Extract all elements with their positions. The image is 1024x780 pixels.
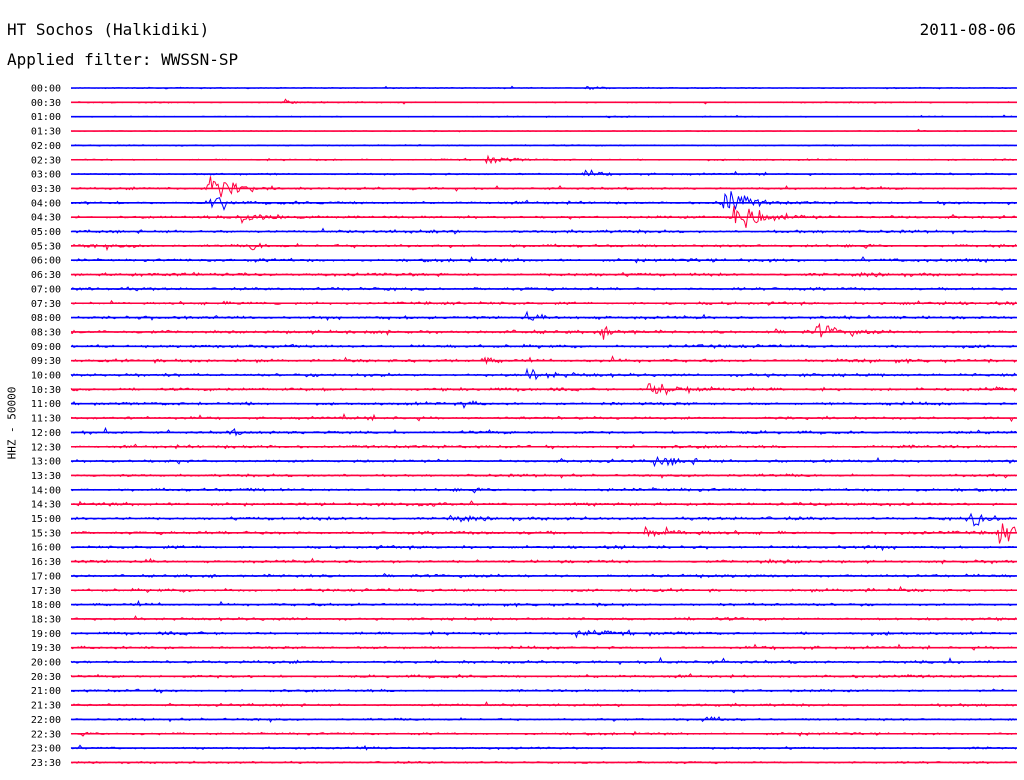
time-label: 11:30 xyxy=(31,414,61,425)
time-label: 12:00 xyxy=(31,428,61,439)
time-label: 01:00 xyxy=(31,112,61,123)
time-label: 18:00 xyxy=(31,600,61,611)
time-label: 08:00 xyxy=(31,313,61,324)
time-label: 16:00 xyxy=(31,543,61,554)
time-label: 19:00 xyxy=(31,629,61,640)
time-label-group: 00:00 00:30 01:00 01:30 02:00 02:30 03:00 03:30… xyxy=(31,84,61,769)
time-label: 11:00 xyxy=(31,399,61,410)
time-label: 12:30 xyxy=(31,442,61,453)
time-label: 22:30 xyxy=(31,729,61,740)
time-label: 06:00 xyxy=(31,256,61,267)
time-label: 08:30 xyxy=(31,327,61,338)
time-label: 21:00 xyxy=(31,686,61,697)
station-title: HT Sochos (Halkidiki) xyxy=(7,20,210,39)
trace-1500 xyxy=(70,512,1017,527)
trace-2000 xyxy=(70,656,1017,666)
trace-0830 xyxy=(70,322,1017,340)
time-label: 21:30 xyxy=(31,701,61,712)
time-label: 16:30 xyxy=(31,557,61,568)
trace-0400 xyxy=(70,191,1017,211)
time-label: 03:00 xyxy=(31,170,61,181)
time-label: 19:30 xyxy=(31,643,61,654)
time-label: 23:30 xyxy=(31,758,61,769)
time-label: 03:30 xyxy=(31,184,61,195)
time-label: 10:30 xyxy=(31,385,61,396)
time-label: 17:30 xyxy=(31,586,61,597)
time-label: 01:30 xyxy=(31,127,61,138)
time-label: 00:00 xyxy=(31,84,61,95)
time-label: 18:30 xyxy=(31,614,61,625)
time-label: 05:00 xyxy=(31,227,61,238)
time-label: 14:00 xyxy=(31,485,61,496)
time-label: 22:00 xyxy=(31,715,61,726)
date-label: 2011-08-06 xyxy=(919,20,1016,39)
time-label: 23:00 xyxy=(31,744,61,755)
time-label: 17:00 xyxy=(31,571,61,582)
time-label: 02:30 xyxy=(31,155,61,166)
filter-label: Applied filter: WWSSN-SP xyxy=(7,50,239,69)
time-label: 13:30 xyxy=(31,471,61,482)
time-label: 20:00 xyxy=(31,658,61,669)
time-label: 05:30 xyxy=(31,241,61,252)
trace-0800 xyxy=(70,310,1017,321)
time-label: 04:00 xyxy=(31,198,61,209)
time-label: 10:00 xyxy=(31,371,61,382)
time-label: 07:00 xyxy=(31,284,61,295)
time-label: 09:00 xyxy=(31,342,61,353)
time-label: 06:30 xyxy=(31,270,61,281)
time-label: 15:00 xyxy=(31,514,61,525)
trace-group xyxy=(70,85,1017,765)
time-label: 07:30 xyxy=(31,299,61,310)
time-label: 09:30 xyxy=(31,356,61,367)
time-label: 14:30 xyxy=(31,500,61,511)
time-label: 13:00 xyxy=(31,457,61,468)
time-label: 20:30 xyxy=(31,672,61,683)
trace-0330 xyxy=(70,176,1017,198)
time-label: 02:00 xyxy=(31,141,61,152)
time-label: 00:30 xyxy=(31,98,61,109)
time-label: 04:30 xyxy=(31,213,61,224)
time-label: 15:30 xyxy=(31,528,61,539)
